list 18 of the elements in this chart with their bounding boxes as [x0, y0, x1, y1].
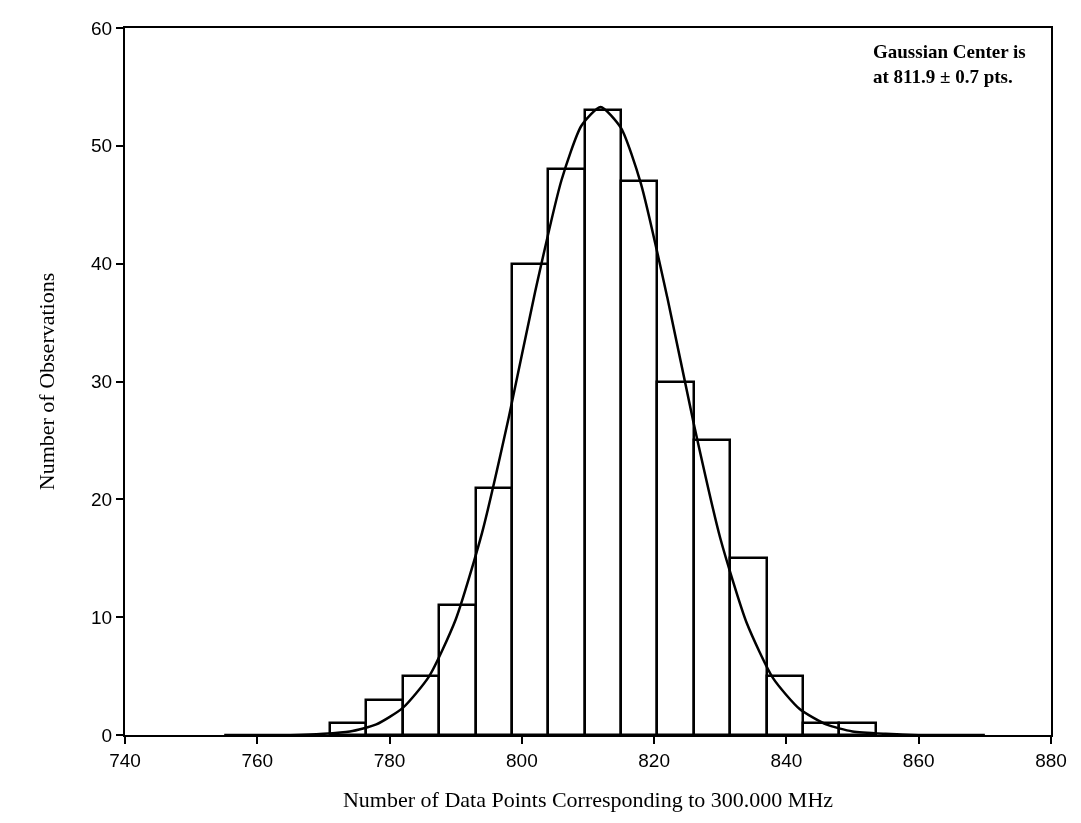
x-tick-label: 880: [1035, 749, 1067, 771]
x-tick-label: 860: [902, 749, 935, 771]
x-tick-label: 740: [109, 749, 141, 771]
y-tick-label: 10: [91, 606, 113, 628]
y-axis-title: Number of Observations: [34, 272, 60, 491]
x-tick-label: 820: [638, 749, 670, 771]
x-tick-label: 800: [506, 749, 538, 771]
x-tick-label: 840: [770, 749, 803, 771]
x-axis-title: Number of Data Points Corresponding to 300.000 MHz: [342, 787, 834, 813]
y-tick-label: 50: [91, 135, 113, 157]
x-tick-label: 780: [373, 749, 406, 771]
y-tick-label: 30: [91, 371, 113, 393]
y-tick-label: 60: [91, 17, 113, 39]
annotation: Gaussian Center is at 811.9 ± 0.7 pts.: [873, 41, 1026, 87]
y-tick-label: 20: [91, 488, 113, 510]
y-tick-label: 40: [91, 253, 113, 275]
x-tick-label: 760: [241, 749, 274, 771]
y-tick-label: 0: [101, 724, 113, 746]
